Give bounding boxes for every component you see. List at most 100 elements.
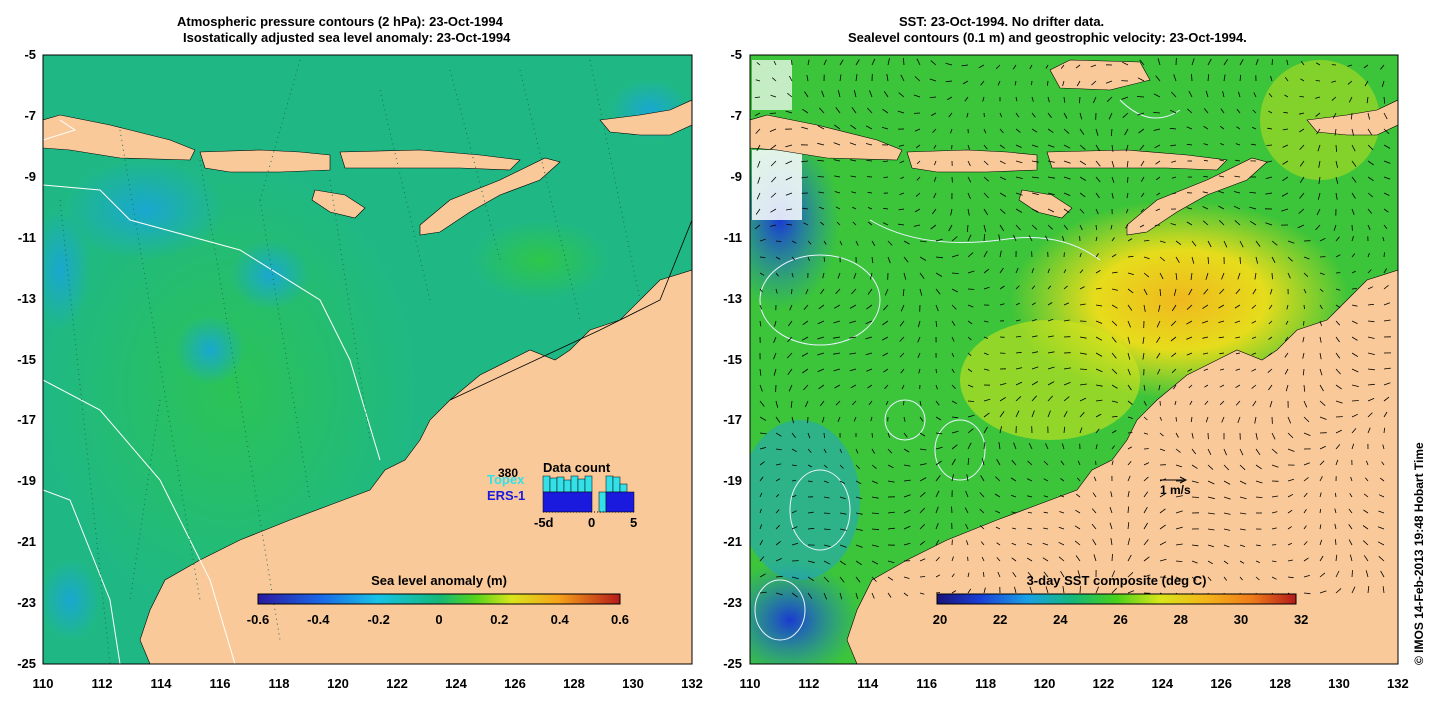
velocity-arrow (785, 192, 793, 196)
velocity-arrow (871, 512, 879, 514)
inset-bar-topex (612, 476, 621, 493)
velocity-arrow (1015, 128, 1021, 133)
velocity-arrow (1175, 432, 1179, 438)
velocity-arrow (1026, 478, 1033, 482)
velocity-arrow (1079, 368, 1088, 370)
velocity-arrow (1122, 61, 1129, 66)
cloud-mask (752, 60, 792, 110)
velocity-arrow (900, 74, 905, 82)
velocity-arrow (965, 490, 969, 498)
velocity-arrow (1335, 539, 1337, 546)
velocity-arrow (1093, 476, 1097, 482)
velocity-arrow (1383, 367, 1391, 370)
velocity-arrow (1031, 381, 1039, 386)
velocity-arrow (1063, 319, 1070, 322)
velocity-arrow (1316, 128, 1321, 135)
velocity-arrow (1287, 493, 1294, 498)
velocity-arrow (981, 556, 985, 562)
velocity-arrow (935, 475, 941, 482)
velocity-arrow (1303, 508, 1307, 514)
velocity-arrow (1237, 272, 1241, 280)
velocity-arrow (759, 400, 765, 407)
velocity-arrow (1012, 64, 1017, 70)
velocity-arrow (1282, 176, 1289, 182)
velocity-arrow (1043, 511, 1049, 514)
velocity-arrow (1015, 112, 1020, 118)
timor-island (419, 157, 561, 236)
velocity-arrow (1111, 271, 1118, 274)
velocity-arrow (1060, 460, 1065, 466)
velocity-arrow (1383, 268, 1387, 274)
velocity-arrow (1127, 320, 1131, 328)
velocity-arrow (855, 464, 860, 470)
velocity-arrow (966, 224, 969, 232)
x-tick-label-left: 128 (563, 676, 585, 691)
velocity-arrow (929, 96, 937, 98)
velocity-arrow (1219, 125, 1225, 130)
velocity-arrow (1271, 432, 1276, 440)
velocity-arrow (871, 240, 876, 247)
velocity-arrow (773, 336, 777, 343)
velocity-arrow (819, 400, 825, 407)
velocity-arrow (1111, 160, 1115, 168)
right-map (750, 55, 1398, 664)
velocity-arrow (1223, 496, 1231, 500)
velocity-arrow (1299, 96, 1305, 98)
velocity-arrow (1159, 272, 1164, 280)
velocity-arrow (951, 384, 956, 389)
velocity-arrow (1348, 508, 1353, 514)
velocity-arrow (1319, 320, 1322, 327)
velocity-arrow (999, 128, 1004, 134)
velocity-arrow (1060, 64, 1065, 69)
velocity-arrow (1143, 539, 1149, 546)
velocity-arrow (1219, 288, 1225, 295)
velocity-arrow (1364, 477, 1369, 482)
velocity-arrow (1063, 176, 1071, 180)
velocity-arrow (1252, 400, 1257, 407)
velocity-arrow (1175, 560, 1183, 562)
velocity-arrow (1111, 336, 1117, 343)
velocity-arrow (966, 474, 969, 482)
velocity-arrow (887, 576, 894, 581)
velocity-arrow (770, 144, 777, 150)
velocity-arrow (916, 160, 921, 165)
velocity-arrow (1265, 222, 1273, 226)
velocity-arrow (919, 416, 924, 422)
velocity-arrow (820, 288, 825, 295)
velocity-arrow (1334, 508, 1337, 514)
velocity-arrow (1079, 252, 1082, 258)
velocity-arrow (1191, 74, 1193, 82)
velocity-arrow (1079, 427, 1083, 434)
velocity-arrow (1287, 448, 1295, 452)
velocity-arrow (1381, 80, 1385, 88)
velocity-arrow (803, 222, 809, 226)
velocity-arrow (1143, 506, 1148, 514)
sst-colorbar-tick: 24 (1053, 612, 1068, 627)
velocity-arrow (823, 528, 831, 530)
velocity-arrow (899, 336, 905, 342)
velocity-arrow (1063, 285, 1068, 290)
velocity-arrow (775, 592, 783, 596)
velocity-arrow (935, 256, 943, 259)
velocity-arrow (1191, 544, 1199, 547)
velocity-arrow (1284, 94, 1289, 98)
velocity-arrow (1191, 480, 1199, 484)
velocity-arrow (1011, 511, 1017, 514)
velocity-arrow (883, 90, 889, 98)
velocity-arrow (1281, 192, 1289, 197)
velocity-arrow (1249, 206, 1257, 210)
velocity-arrow (903, 448, 910, 453)
velocity-arrow (823, 448, 827, 454)
velocity-arrow (1175, 526, 1183, 530)
velocity-arrow (935, 272, 943, 277)
velocity-arrow (806, 75, 809, 82)
velocity-arrow (1127, 416, 1133, 419)
velocity-arrow (837, 416, 841, 422)
velocity-arrow (1367, 383, 1375, 386)
velocity-arrow (1351, 336, 1358, 341)
velocity-arrow (1283, 111, 1289, 114)
velocity-arrow (770, 192, 777, 198)
velocity-arrow (1219, 220, 1225, 226)
velocity-arrow (1381, 461, 1385, 466)
velocity-arrow (1367, 208, 1373, 214)
